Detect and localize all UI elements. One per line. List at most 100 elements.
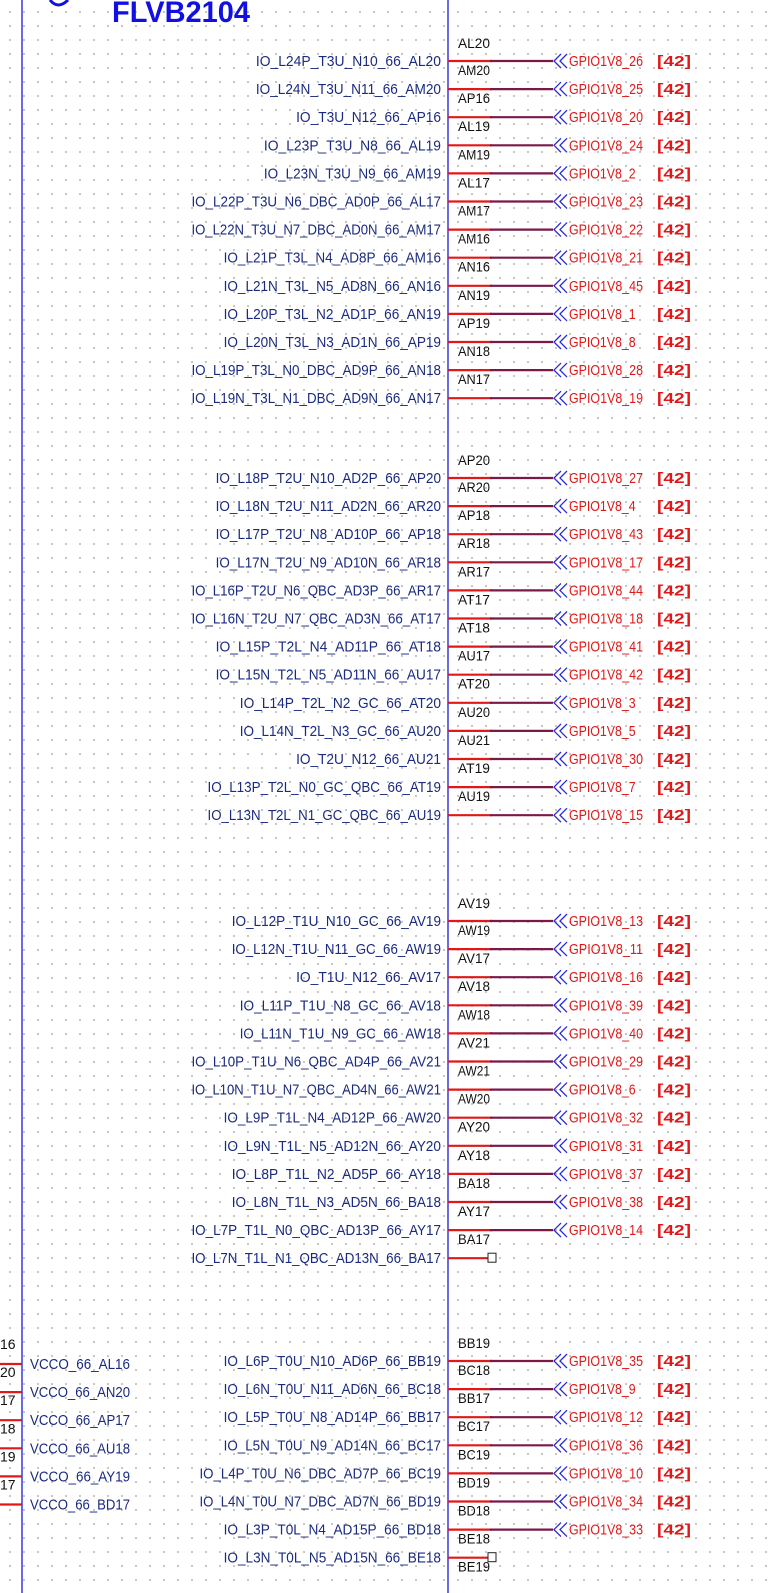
net-label: GPIO1V8_38: [569, 1194, 643, 1211]
offpage-connector-icon: [553, 165, 568, 181]
pin-name: IO_L24N_T3U_N11_66_AM20: [256, 81, 441, 98]
pin-number-header: AP20: [458, 452, 490, 468]
net-page-ref: [42]: [657, 222, 691, 239]
pin-name: IO_L13N_T2L_N1_GC_QBC_66_AU19: [208, 807, 441, 824]
net-page-ref: [42]: [657, 498, 691, 515]
net-page-ref: [42]: [657, 554, 691, 571]
pin-name: IO_L18N_T2U_N11_AD2N_66_AR20: [216, 498, 441, 515]
no-connect-marker-icon: [487, 1552, 497, 1563]
net-page-ref: [42]: [657, 1222, 691, 1239]
net-page-ref: [42]: [657, 1110, 691, 1127]
offpage-connector-icon: [553, 611, 568, 626]
net-label: GPIO1V8_39: [569, 997, 643, 1014]
pin-number: AV21: [458, 1034, 490, 1050]
pin-name: IO_T2U_N12_66_AU21: [296, 751, 441, 768]
net-label: GPIO1V8_10: [569, 1465, 643, 1482]
vcco-pin-name: VCCO_66_AP17: [30, 1412, 130, 1429]
net-label: GPIO1V8_7: [569, 779, 636, 796]
offpage-connector-icon: [553, 334, 568, 350]
pin-number: BA17: [458, 1231, 490, 1247]
vcco-pin-name: VCCO_66_BD17: [30, 1497, 130, 1514]
pin-number: AM17: [458, 203, 490, 219]
net-page-ref: [42]: [657, 165, 691, 182]
pin-name: IO_L7P_T1L_N0_QBC_AD13P_66_AY17: [191, 1222, 441, 1239]
net-label: GPIO1V8_32: [569, 1110, 643, 1127]
vcco-pin-name: VCCO_66_AU18: [30, 1440, 130, 1457]
net-label: GPIO1V8_26: [569, 53, 643, 70]
pin-name: IO_L8N_T1L_N3_AD5N_66_BA18: [232, 1194, 441, 1211]
vcco-pin-number: 17: [0, 1392, 16, 1408]
offpage-connector-icon: [553, 1222, 568, 1238]
pin-name: IO_L6P_T0U_N10_AD6P_66_BB19: [224, 1353, 441, 1370]
net-label: GPIO1V8_4: [569, 498, 636, 515]
net-page-ref: [42]: [657, 137, 691, 154]
net-page-ref: [42]: [657, 1353, 691, 1370]
pin-name: IO_L15P_T2L_N4_AD11P_66_AT18: [216, 639, 441, 656]
pin-name: IO_L3N_T0L_N5_AD15N_66_BE18: [224, 1550, 441, 1567]
net-label: GPIO1V8_24: [569, 137, 643, 154]
offpage-connector-icon: [553, 582, 568, 598]
net-page-ref: [42]: [657, 53, 691, 70]
net-page-ref: [42]: [657, 470, 691, 487]
pin-name: IO_L22P_T3U_N6_DBC_AD0P_66_AL17: [191, 194, 441, 211]
offpage-connector-icon: [553, 1138, 568, 1154]
pin-number-header: BB19: [458, 1335, 490, 1351]
pin-number: AT20: [458, 676, 490, 692]
net-label: GPIO1V8_23: [569, 194, 643, 211]
offpage-connector-icon: [553, 1025, 568, 1041]
net-page-ref: [42]: [657, 1166, 691, 1183]
pin-name: IO_L5P_T0U_N8_AD14P_66_BB17: [224, 1409, 441, 1426]
net-page-ref: [42]: [657, 109, 691, 126]
net-page-ref: [42]: [657, 779, 691, 796]
net-page-ref: [42]: [657, 667, 691, 684]
net-page-ref: [42]: [657, 1437, 691, 1454]
pin-name: IO_T1U_N12_66_AV17: [296, 969, 441, 986]
offpage-connector-icon: [553, 306, 568, 322]
net-label: GPIO1V8_9: [569, 1381, 636, 1398]
pin-name: IO_L12P_T1U_N10_GC_66_AV19: [232, 913, 441, 930]
pin-number-header: AL20: [458, 35, 490, 51]
net-label: GPIO1V8_14: [569, 1222, 643, 1239]
pin-number: BE18: [458, 1531, 490, 1547]
net-page-ref: [42]: [657, 751, 691, 768]
pin-name: IO_L7N_T1L_N1_QBC_AD13N_66_BA17: [191, 1250, 441, 1267]
pin-name: IO_T3U_N12_66_AP16: [296, 109, 441, 126]
vcco-pin-number: 17: [0, 1477, 16, 1493]
pin-number: AR18: [458, 535, 490, 551]
net-label: GPIO1V8_30: [569, 751, 643, 768]
net-page-ref: [42]: [657, 334, 691, 351]
pin-name: IO_L11N_T1U_N9_GC_66_AW18: [240, 1025, 441, 1042]
offpage-connector-icon: [553, 969, 568, 985]
pin-name: IO_L21P_T3L_N4_AD8P_66_AM16: [224, 250, 441, 267]
pin-number: AL19: [458, 118, 490, 134]
offpage-connector-icon: [553, 997, 568, 1013]
pin-number: AR20: [458, 479, 490, 495]
refdes-fragment-icon: [48, 0, 70, 7]
pin-name: IO_L22N_T3U_N7_DBC_AD0N_66_AM17: [191, 222, 441, 239]
offpage-connector-icon: [553, 723, 568, 739]
net-label: GPIO1V8_31: [569, 1138, 643, 1155]
net-label: GPIO1V8_35: [569, 1353, 643, 1370]
net-label: GPIO1V8_15: [569, 807, 643, 824]
net-label: GPIO1V8_11: [569, 941, 643, 958]
offpage-connector-icon: [553, 1054, 568, 1069]
offpage-connector-icon: [553, 137, 568, 153]
net-label: GPIO1V8_20: [569, 109, 643, 126]
net-page-ref: [42]: [657, 1138, 691, 1155]
net-label: GPIO1V8_1: [569, 306, 636, 323]
net-label: GPIO1V8_17: [569, 554, 643, 571]
offpage-connector-icon: [553, 526, 568, 542]
net-page-ref: [42]: [657, 1494, 691, 1511]
pin-name: IO_L20N_T3L_N3_AD1N_66_AP19: [224, 334, 441, 351]
vcco-pin-name: VCCO_66_AL16: [30, 1356, 130, 1373]
net-label: GPIO1V8_42: [569, 667, 643, 684]
pin-name: IO_L16P_T2U_N6_QBC_AD3P_66_AR17: [191, 582, 441, 599]
pin-number: BD18: [458, 1503, 490, 1519]
pin-number: AM16: [458, 231, 490, 247]
net-label: GPIO1V8_37: [569, 1166, 643, 1183]
net-label: GPIO1V8_28: [569, 362, 643, 379]
pin-number: AN19: [458, 287, 490, 303]
net-page-ref: [42]: [657, 390, 691, 407]
pin-name: IO_L9N_T1L_N5_AD12N_66_AY20: [224, 1138, 441, 1155]
